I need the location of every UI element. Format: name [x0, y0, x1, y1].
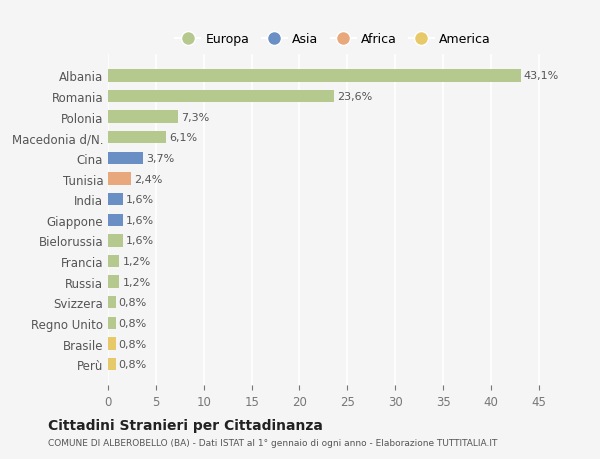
Bar	[108, 338, 116, 350]
Bar	[108, 235, 124, 247]
Text: 43,1%: 43,1%	[524, 71, 559, 81]
Text: 6,1%: 6,1%	[169, 133, 197, 143]
Text: 1,6%: 1,6%	[126, 215, 154, 225]
Bar	[108, 173, 131, 185]
Bar	[108, 152, 143, 165]
Bar	[108, 91, 334, 103]
Bar	[108, 255, 119, 268]
Bar	[108, 132, 166, 144]
Bar	[108, 214, 124, 226]
Bar	[108, 276, 119, 288]
Text: 7,3%: 7,3%	[181, 112, 209, 123]
Bar	[108, 111, 178, 123]
Text: 1,2%: 1,2%	[122, 257, 151, 267]
Legend: Europa, Asia, Africa, America: Europa, Asia, Africa, America	[170, 28, 496, 51]
Bar	[108, 70, 521, 83]
Text: 0,8%: 0,8%	[119, 297, 147, 308]
Text: 0,8%: 0,8%	[119, 359, 147, 369]
Text: 23,6%: 23,6%	[337, 92, 372, 102]
Text: COMUNE DI ALBEROBELLO (BA) - Dati ISTAT al 1° gennaio di ogni anno - Elaborazion: COMUNE DI ALBEROBELLO (BA) - Dati ISTAT …	[48, 438, 497, 448]
Text: 1,2%: 1,2%	[122, 277, 151, 287]
Text: Cittadini Stranieri per Cittadinanza: Cittadini Stranieri per Cittadinanza	[48, 418, 323, 431]
Text: 3,7%: 3,7%	[146, 154, 175, 163]
Text: 0,8%: 0,8%	[119, 339, 147, 349]
Text: 2,4%: 2,4%	[134, 174, 162, 184]
Text: 0,8%: 0,8%	[119, 318, 147, 328]
Text: 1,6%: 1,6%	[126, 236, 154, 246]
Bar	[108, 297, 116, 309]
Bar	[108, 317, 116, 330]
Bar	[108, 358, 116, 370]
Text: 1,6%: 1,6%	[126, 195, 154, 205]
Bar	[108, 194, 124, 206]
